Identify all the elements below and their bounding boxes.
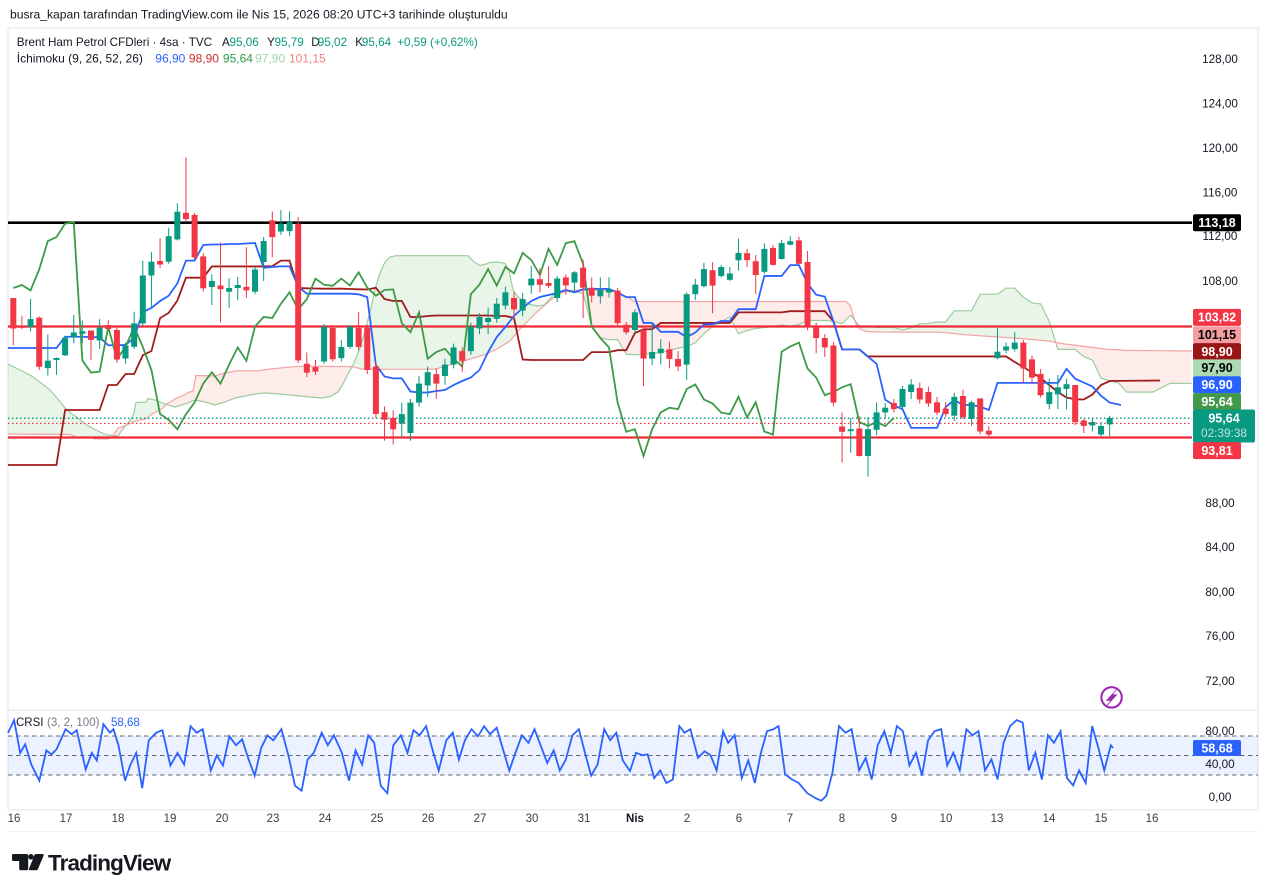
svg-text:13: 13 [991, 813, 1004, 825]
svg-text:27: 27 [474, 813, 487, 825]
svg-text:72,00: 72,00 [1205, 675, 1235, 688]
svg-text:101,15: 101,15 [1198, 328, 1236, 342]
svg-text:6: 6 [736, 813, 742, 825]
svg-text:96,90: 96,90 [155, 52, 185, 66]
svg-text:TradingView: TradingView [48, 851, 172, 876]
svg-text:96,90: 96,90 [1201, 378, 1232, 392]
svg-text:İchimoku (9, 26, 52, 26): İchimoku (9, 26, 52, 26) [17, 52, 143, 66]
svg-text:98,90: 98,90 [189, 52, 219, 66]
svg-text:Nis: Nis [626, 813, 644, 825]
svg-text:8: 8 [839, 813, 845, 825]
svg-text:18: 18 [112, 813, 125, 825]
svg-text:02:39:38: 02:39:38 [1201, 426, 1247, 440]
svg-text:19: 19 [164, 813, 177, 825]
svg-text:58,68: 58,68 [111, 717, 140, 729]
svg-text:CRSI: CRSI [16, 717, 43, 729]
svg-text:15: 15 [1095, 813, 1108, 825]
svg-text:95,64: 95,64 [362, 36, 392, 49]
svg-text:108,00: 108,00 [1202, 275, 1238, 288]
svg-text:14: 14 [1043, 813, 1056, 825]
svg-text:busra_kapan tarafından Trading: busra_kapan tarafından TradingView.com i… [10, 8, 508, 22]
svg-text:97,90: 97,90 [255, 52, 285, 66]
svg-text:98,90: 98,90 [1201, 345, 1232, 359]
svg-text:80,00: 80,00 [1205, 725, 1235, 738]
svg-text:58,68: 58,68 [1201, 741, 1232, 755]
svg-text:7: 7 [787, 813, 793, 825]
svg-text:K: K [355, 36, 363, 49]
svg-text:+0,59 (+0,62%): +0,59 (+0,62%) [397, 36, 478, 49]
svg-text:31: 31 [578, 813, 591, 825]
svg-text:9: 9 [891, 813, 897, 825]
svg-text:113,18: 113,18 [1198, 216, 1236, 230]
svg-text:40,00: 40,00 [1205, 758, 1235, 771]
svg-text:95,64: 95,64 [223, 52, 253, 66]
svg-text:95,02: 95,02 [318, 36, 347, 49]
svg-text:10: 10 [940, 813, 953, 825]
svg-text:20: 20 [216, 813, 229, 825]
svg-text:23: 23 [267, 813, 280, 825]
svg-text:95,64: 95,64 [1208, 412, 1239, 426]
svg-text:76,00: 76,00 [1205, 630, 1235, 643]
svg-text:Brent Ham Petrol CFDleri · 4sa: Brent Ham Petrol CFDleri · 4sa · TVC [17, 36, 212, 49]
svg-text:88,00: 88,00 [1205, 497, 1235, 510]
svg-text:95,06: 95,06 [230, 36, 259, 49]
svg-text:120,00: 120,00 [1202, 142, 1238, 155]
svg-text:93,81: 93,81 [1201, 444, 1232, 458]
svg-text:25: 25 [371, 813, 384, 825]
svg-text:124,00: 124,00 [1202, 98, 1238, 111]
svg-text:103,82: 103,82 [1198, 311, 1236, 325]
svg-text:95,79: 95,79 [275, 36, 304, 49]
svg-text:30: 30 [526, 813, 539, 825]
svg-text:95,64: 95,64 [1201, 395, 1232, 409]
svg-text:26: 26 [422, 813, 435, 825]
svg-text:A: A [222, 36, 230, 49]
svg-text:80,00: 80,00 [1205, 586, 1235, 599]
svg-text:84,00: 84,00 [1205, 541, 1235, 554]
svg-text:101,15: 101,15 [289, 52, 326, 66]
svg-text:24: 24 [319, 813, 332, 825]
svg-text:2: 2 [684, 813, 690, 825]
svg-text:D: D [311, 36, 319, 49]
svg-text:116,00: 116,00 [1203, 187, 1238, 200]
svg-text:16: 16 [1146, 813, 1159, 825]
svg-text:16: 16 [8, 813, 21, 825]
svg-text:128,00: 128,00 [1202, 53, 1238, 66]
svg-text:17: 17 [60, 813, 73, 825]
svg-text:112,00: 112,00 [1203, 230, 1238, 243]
svg-text:Y: Y [267, 36, 275, 49]
svg-text:0,00: 0,00 [1209, 791, 1232, 804]
svg-text:97,90: 97,90 [1201, 361, 1232, 375]
svg-text:(3, 2, 100): (3, 2, 100) [47, 717, 100, 729]
